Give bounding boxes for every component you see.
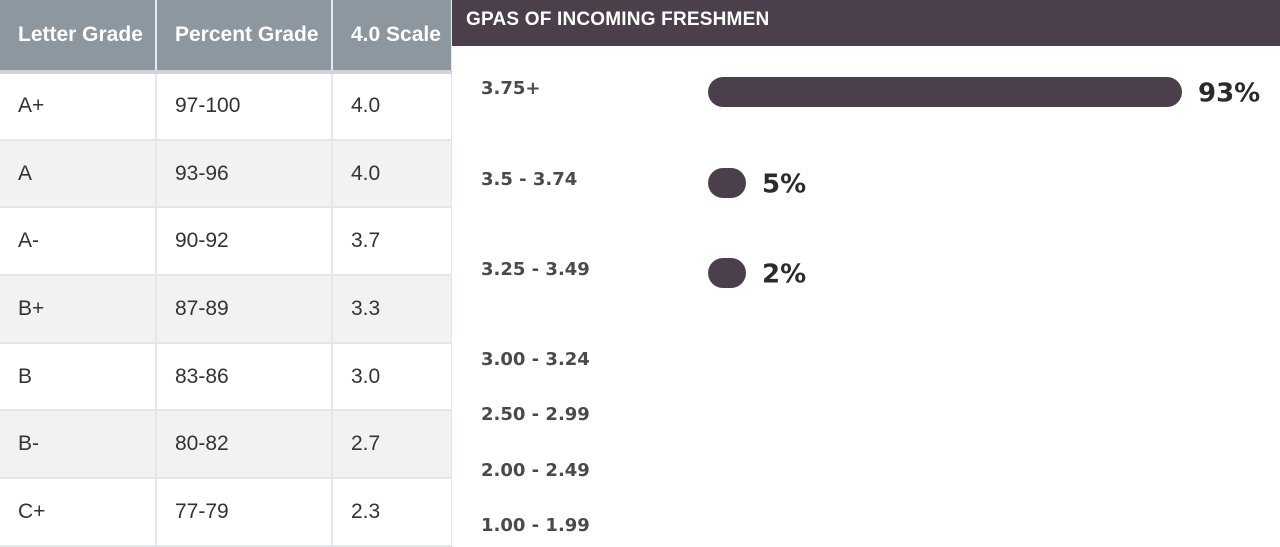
scale-cell: 2.7 <box>332 410 453 480</box>
letter-grade-cell: A+ <box>0 72 157 141</box>
percent-grade-cell: 77-79 <box>156 478 333 547</box>
data-label: 93% <box>1198 79 1260 109</box>
scale-cell: 3.0 <box>332 342 453 412</box>
category-label: 3.75+ <box>481 78 541 99</box>
table-row: B- 80-82 2.7 <box>0 410 453 480</box>
category-label: 1.00 - 1.99 <box>481 515 590 536</box>
header-percent-grade: Percent Grade <box>156 0 333 74</box>
table-row: A 93-96 4.0 <box>0 139 453 209</box>
scale-cell: 2.3 <box>332 478 453 547</box>
category-label: 3.25 - 3.49 <box>481 259 590 280</box>
category-label: 2.00 - 2.49 <box>481 460 590 481</box>
category-label: 3.00 - 3.24 <box>481 349 590 370</box>
scale-cell: 3.3 <box>332 275 453 344</box>
data-label: 2% <box>762 260 806 290</box>
letter-grade-cell: C+ <box>0 478 157 547</box>
grade-table: Letter Grade Percent Grade 4.0 Scale A+ … <box>0 0 453 547</box>
percent-grade-cell: 87-89 <box>156 275 333 344</box>
grade-table-header-row: Letter Grade Percent Grade 4.0 Scale <box>0 0 453 74</box>
percent-grade-cell: 97-100 <box>156 72 333 141</box>
letter-grade-cell: B- <box>0 410 157 480</box>
header-4-scale: 4.0 Scale <box>332 0 453 74</box>
bar <box>708 77 1182 107</box>
percent-grade-cell: 80-82 <box>156 410 333 480</box>
percent-grade-cell: 93-96 <box>156 139 333 209</box>
bar <box>708 258 746 288</box>
chart-title: GPAS OF INCOMING FRESHMEN <box>452 0 1280 46</box>
bar <box>708 168 746 198</box>
data-label: 5% <box>762 170 806 200</box>
scale-cell: 4.0 <box>332 139 453 209</box>
percent-grade-cell: 83-86 <box>156 342 333 412</box>
table-row: A+ 97-100 4.0 <box>0 72 453 141</box>
header-letter-grade: Letter Grade <box>0 0 157 74</box>
category-label: 2.50 - 2.99 <box>481 404 590 425</box>
table-row: B+ 87-89 3.3 <box>0 275 453 344</box>
letter-grade-cell: B+ <box>0 275 157 344</box>
gpa-bar-chart: 3.75+ 93% 3.5 - 3.74 5% 3.25 - 3.49 2% 3.00 - … <box>481 77 1260 536</box>
category-label: 3.5 - 3.74 <box>481 169 577 190</box>
table-row: B 83-86 3.0 <box>0 342 453 412</box>
letter-grade-cell: A <box>0 139 157 209</box>
percent-grade-cell: 90-92 <box>156 207 333 277</box>
table-row: C+ 77-79 2.3 <box>0 478 453 547</box>
letter-grade-cell: A- <box>0 207 157 277</box>
gpa-chart-panel: GPAS OF INCOMING FRESHMEN 3.75+ 93% 3.5 - … <box>452 0 1280 546</box>
scale-cell: 3.7 <box>332 207 453 277</box>
scale-cell: 4.0 <box>332 72 453 141</box>
letter-grade-cell: B <box>0 342 157 412</box>
table-row: A- 90-92 3.7 <box>0 207 453 277</box>
